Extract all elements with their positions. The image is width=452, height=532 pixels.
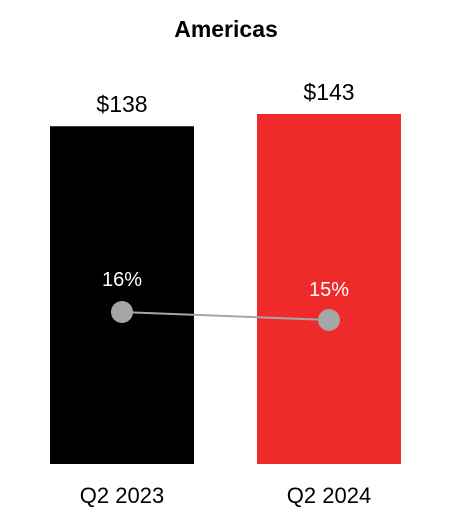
percent-label-q2-2024: 15% <box>309 279 349 301</box>
percent-point-q2-2023 <box>111 301 133 323</box>
percent-line <box>121 311 330 321</box>
percent-line-group: 16% 15% <box>102 269 349 331</box>
value-label-q2-2023: $138 <box>96 91 147 117</box>
category-label-q2-2023: Q2 2023 <box>80 483 164 508</box>
bar-q2-2024 <box>257 114 401 464</box>
percent-point-q2-2024 <box>318 309 340 331</box>
percent-label-q2-2023: 16% <box>102 269 142 291</box>
value-label-q2-2024: $143 <box>303 79 354 105</box>
bars-group <box>50 114 401 464</box>
chart-title: Americas <box>174 16 278 42</box>
category-label-q2-2024: Q2 2024 <box>287 483 371 508</box>
bar-q2-2023 <box>50 126 194 464</box>
labels-group: $138 Q2 2023 $143 Q2 2024 <box>80 79 371 508</box>
